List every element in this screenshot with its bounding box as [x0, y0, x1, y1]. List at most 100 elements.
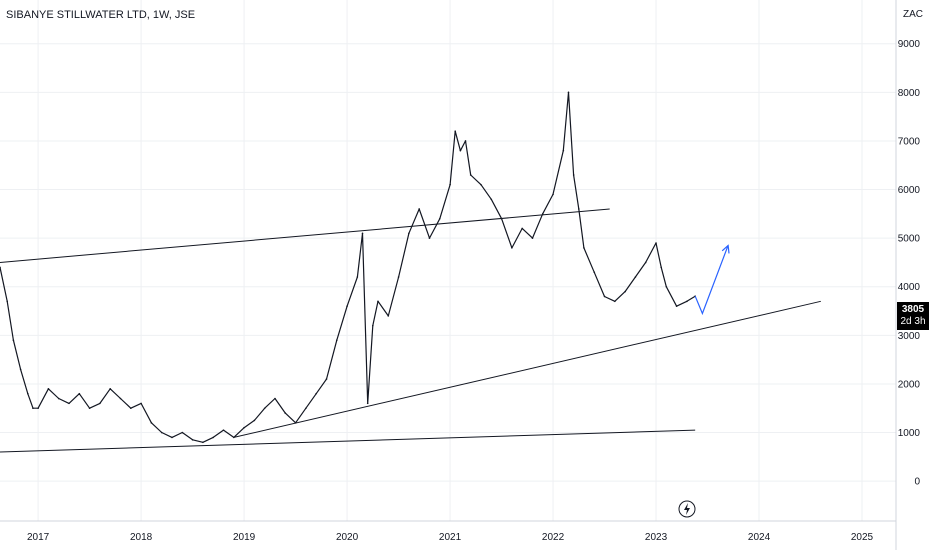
- price-point-51: [464, 140, 467, 142]
- price-point-76: [686, 300, 688, 303]
- y-tick-label-6: 6000: [898, 185, 921, 196]
- chart-title: SIBANYE STILLWATER LTD, 1W, JSE: [6, 9, 196, 21]
- price-point-24: [222, 429, 225, 431]
- price-point-50: [459, 149, 462, 152]
- price-point-54: [490, 198, 493, 201]
- trendline-1[interactable]: [233, 300, 821, 438]
- price-point-47: [438, 217, 441, 220]
- price-point-29: [274, 397, 276, 400]
- price-point-6: [37, 407, 39, 410]
- y-tick-label-4: 4000: [898, 282, 921, 293]
- price-point-20: [181, 431, 184, 434]
- price-point-8: [57, 397, 60, 400]
- price-point-2: [12, 339, 15, 342]
- x-tick-label-7: 2024: [748, 532, 771, 543]
- price-point-52: [469, 174, 472, 176]
- x-tick-label-5: 2022: [542, 532, 565, 543]
- price-point-35: [335, 339, 338, 342]
- last-price-value: 3805: [901, 304, 925, 315]
- price-point-49: [454, 130, 457, 133]
- price-point-59: [541, 213, 544, 215]
- price-point-46: [428, 237, 431, 239]
- price-series[interactable]: [0, 91, 696, 444]
- price-point-13: [109, 388, 111, 390]
- y-tick-label-2: 2000: [898, 379, 921, 390]
- price-point-40: [372, 324, 374, 327]
- price-point-0: [0, 266, 1, 269]
- price-point-28: [263, 407, 266, 410]
- price-point-36: [346, 305, 348, 307]
- price-point-73: [660, 266, 662, 269]
- trendline-2[interactable]: [0, 429, 696, 453]
- price-point-27: [253, 419, 256, 422]
- trendlines[interactable]: [0, 208, 821, 453]
- price-point-60: [552, 193, 554, 196]
- price-point-25: [232, 436, 235, 439]
- price-point-10: [78, 392, 81, 395]
- price-point-33: [315, 392, 317, 395]
- price-point-31: [294, 422, 297, 424]
- chart-background: [0, 0, 896, 521]
- y-tick-label-8: 8000: [898, 88, 921, 99]
- price-point-68: [614, 300, 616, 303]
- price-point-43: [397, 276, 400, 278]
- price-point-30: [284, 412, 287, 414]
- price-point-45: [418, 208, 420, 210]
- time-axis[interactable]: 2017 2018 2019 2020 2021 2022 2023 2024 2025: [27, 532, 874, 543]
- trendline-0[interactable]: [0, 208, 610, 263]
- price-point-71: [644, 261, 647, 264]
- y-tick-label-9: 9000: [898, 39, 921, 50]
- y-tick-label-5: 5000: [898, 234, 921, 245]
- price-point-66: [593, 271, 596, 273]
- price-point-32: [305, 407, 307, 410]
- price-point-41: [377, 300, 379, 303]
- price-point-42: [387, 315, 390, 317]
- x-tick-label-8: 2025: [851, 532, 874, 543]
- price-point-44: [408, 232, 410, 235]
- x-tick-label-3: 2020: [336, 532, 359, 543]
- price-point-34: [325, 378, 328, 380]
- x-tick-label-0: 2017: [27, 532, 50, 543]
- price-point-14: [119, 397, 122, 400]
- lightning-icon[interactable]: [678, 500, 696, 518]
- price-point-1: [6, 300, 9, 303]
- price-point-75: [675, 305, 678, 307]
- price-point-21: [191, 439, 194, 441]
- price-point-70: [634, 276, 637, 278]
- projection-arrow[interactable]: [694, 244, 730, 316]
- x-tick-label-1: 2018: [130, 532, 153, 543]
- price-point-16: [140, 402, 142, 405]
- bar-countdown: 2d 3h: [900, 316, 926, 327]
- price-point-15: [129, 407, 132, 410]
- projection-path[interactable]: [694, 245, 729, 316]
- price-point-64: [577, 208, 580, 210]
- price-line-0[interactable]: [0, 91, 696, 443]
- projection-arrowhead: [721, 244, 730, 254]
- price-point-74: [665, 285, 668, 288]
- currency-unit-label: ZAC: [903, 9, 923, 20]
- price-point-62: [567, 91, 570, 94]
- price-point-72: [655, 242, 657, 244]
- price-point-48: [449, 183, 451, 186]
- price-point-58: [531, 237, 534, 239]
- price-point-37: [356, 276, 359, 278]
- price-point-39: [366, 402, 369, 405]
- price-point-26: [243, 426, 245, 429]
- price-axis[interactable]: 0 1000 2000 3000 4000 5000 6000 7000 8000 9000: [898, 39, 921, 487]
- price-point-7: [47, 388, 50, 390]
- price-point-19: [171, 436, 173, 439]
- price-point-3: [19, 368, 22, 371]
- price-point-69: [624, 290, 626, 293]
- price-point-38: [361, 232, 364, 235]
- price-point-22: [202, 441, 204, 444]
- price-point-4: [27, 392, 29, 395]
- last-price-tag: 3805 2d 3h: [897, 302, 929, 330]
- x-tick-label-6: 2023: [645, 532, 668, 543]
- y-tick-label-0: 0: [914, 477, 920, 488]
- grid: [0, 0, 896, 521]
- price-point-18: [160, 431, 163, 434]
- price-point-65: [583, 247, 585, 249]
- x-tick-label-2: 2019: [233, 532, 256, 543]
- price-point-67: [603, 295, 606, 298]
